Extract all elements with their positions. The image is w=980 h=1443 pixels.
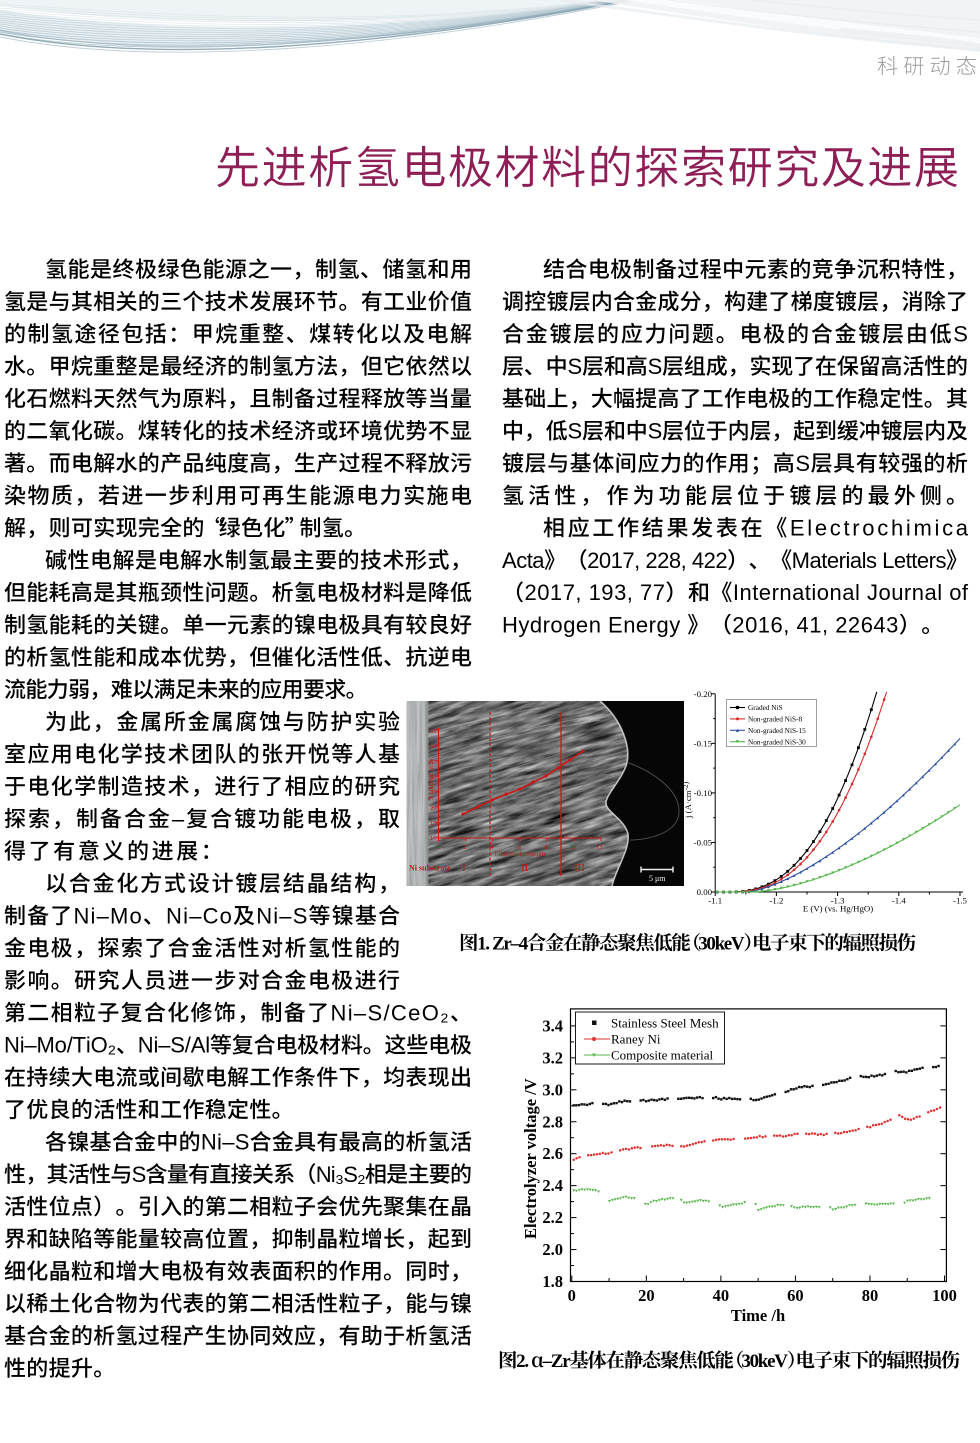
svg-text:S: S [953, 322, 968, 347]
svg-text:5 μm: 5 μm [649, 874, 666, 883]
svg-text:2017,193,77InternationalJourna: 2017,193,77InternationalJournalof [525, 580, 969, 605]
svg-text:6: 6 [517, 844, 521, 851]
svg-text:1.8: 1.8 [542, 1272, 563, 1291]
svg-text:Ni–MoNi–CoNi–S: Ni–MoNi–CoNi–S [74, 903, 308, 928]
svg-text:I: I [462, 862, 466, 874]
svg-text:Electrolyzer voltage /V: Electrolyzer voltage /V [521, 1078, 540, 1239]
svg-text:SS: SS [568, 354, 663, 379]
svg-text:50: 50 [430, 774, 437, 781]
svg-text:20: 20 [430, 805, 437, 812]
svg-text:0: 0 [568, 1286, 576, 1305]
svg-text:Non-graded NiS-15: Non-graded NiS-15 [748, 726, 806, 735]
svg-text:10: 10 [570, 844, 577, 851]
svg-text:-1.3: -1.3 [831, 896, 846, 906]
svg-text:-0.20: -0.20 [694, 689, 713, 699]
svg-text:2.2: 2.2 [542, 1208, 563, 1227]
svg-text:20: 20 [638, 1286, 655, 1305]
svg-text:E (V) (vs. Hg/HgO): E (V) (vs. Hg/HgO) [803, 904, 873, 914]
svg-text:Raney Ni: Raney Ni [611, 1032, 661, 1047]
svg-text:Stainless Steel Mesh: Stainless Steel Mesh [611, 1016, 719, 1031]
svg-text:8: 8 [544, 844, 547, 851]
svg-text:4: 4 [490, 844, 494, 851]
svg-text:Ni–Mo/TiO₂Ni–S/Al: Ni–Mo/TiO₂Ni–S/Al [4, 1033, 210, 1058]
svg-text:65: 65 [430, 728, 437, 735]
svg-text:60: 60 [787, 1286, 804, 1305]
svg-text:60: 60 [430, 743, 437, 750]
svg-text:Electrochimica: Electrochimica [790, 516, 969, 541]
svg-text:Film thickness/μm: Film thickness/μm [495, 851, 546, 858]
svg-text:SS: SS [568, 419, 663, 444]
svg-text:S content/ at.%: S content/ at.% [428, 758, 435, 800]
svg-text:Composite material: Composite material [611, 1048, 714, 1063]
svg-text:Graded NiS: Graded NiS [748, 703, 783, 712]
svg-text:25: 25 [430, 789, 437, 796]
svg-text:j (A·cm-2): j (A·cm-2) [680, 782, 693, 819]
svg-text:Non-graded NiS-30: Non-graded NiS-30 [748, 737, 806, 746]
svg-text:Non-graded NiS-8: Non-graded NiS-8 [748, 715, 802, 724]
svg-text:–: – [172, 806, 185, 831]
svg-text:-1.1: -1.1 [708, 896, 722, 906]
svg-text:Ni substrate: Ni substrate [409, 864, 451, 873]
svg-text:80: 80 [862, 1286, 879, 1305]
svg-text:2.8: 2.8 [542, 1112, 563, 1131]
svg-text:3.4: 3.4 [542, 1016, 563, 1035]
svg-text:0: 0 [437, 844, 440, 851]
svg-text:Ni–S/CeO₂: Ni–S/CeO₂ [331, 1000, 449, 1025]
svg-text:2.4: 2.4 [542, 1176, 563, 1195]
svg-text:55: 55 [430, 759, 437, 766]
svg-text:13: 13 [596, 844, 603, 851]
svg-text:Acta2017,228,422MaterialsLette: Acta2017,228,422MaterialsLetters [502, 548, 947, 573]
svg-text:2: 2 [463, 844, 466, 851]
svg-text:-0.05: -0.05 [694, 838, 713, 848]
svg-text:2.0: 2.0 [542, 1240, 563, 1259]
svg-text:Time /h: Time /h [731, 1306, 785, 1325]
svg-text:II: II [521, 862, 529, 874]
svg-text:Ni–S: Ni–S [201, 1130, 249, 1155]
svg-text:-1.5: -1.5 [953, 896, 968, 906]
svg-text:0.00: 0.00 [697, 887, 713, 897]
svg-text:100: 100 [932, 1286, 957, 1305]
svg-text:40: 40 [713, 1286, 730, 1305]
svg-text:2.6: 2.6 [542, 1144, 563, 1163]
svg-text:-1.4: -1.4 [892, 896, 907, 906]
svg-text:-0.15: -0.15 [694, 739, 713, 749]
svg-text:-1.2: -1.2 [769, 896, 783, 906]
svg-text:III: III [574, 862, 585, 874]
svg-text:10: 10 [430, 835, 437, 842]
svg-text:3.2: 3.2 [542, 1048, 563, 1067]
svg-text:S: S [795, 451, 810, 476]
svg-text:3.0: 3.0 [542, 1080, 563, 1099]
svg-text:15: 15 [430, 820, 437, 827]
svg-text:-0.10: -0.10 [694, 788, 713, 798]
svg-text:HydrogenEnergy2016,41,22643: HydrogenEnergy2016,41,22643 [502, 613, 898, 638]
